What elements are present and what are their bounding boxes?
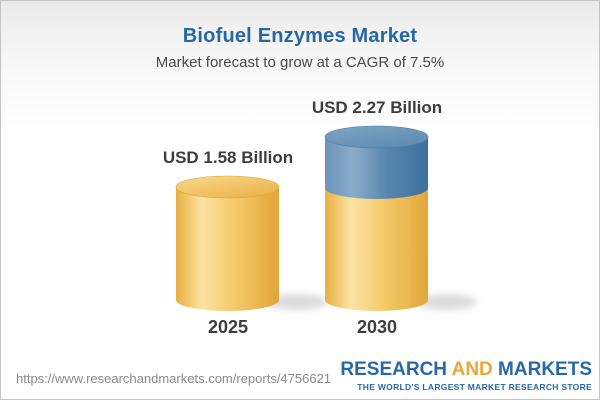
chart-title: Biofuel Enzymes Market <box>182 25 418 47</box>
cylinder-shadow-2030 <box>417 294 477 310</box>
cylinder-shadow-2025 <box>267 294 327 310</box>
research-and-markets-logo: RESEARCH AND MARKETS THE WORLD'S LARGEST… <box>340 360 592 392</box>
chart-subtitle: Market forecast to grow at a CAGR of 7.5… <box>155 54 445 71</box>
logo-tagline: THE WORLD'S LARGEST MARKET RESEARCH STOR… <box>357 382 592 392</box>
report-url: https://www.researchandmarkets.com/repor… <box>16 371 332 386</box>
logo-word-and: AND <box>451 359 493 380</box>
value-label-2030: USD 2.27 Billion <box>311 98 443 117</box>
logo-word-research: RESEARCH <box>340 359 448 380</box>
bar-2030-growth-segment <box>325 137 428 199</box>
category-label-2025: 2025 <box>207 317 249 337</box>
bar-2025-cylinder <box>175 175 280 312</box>
logo-word-markets: MARKETS <box>498 359 592 380</box>
bar-2030-cylinder <box>324 125 429 312</box>
logo-wordmark: RESEARCH AND MARKETS <box>340 360 592 379</box>
category-label-2030: 2030 <box>356 317 398 337</box>
value-label-2025: USD 1.58 Billion <box>162 148 294 167</box>
